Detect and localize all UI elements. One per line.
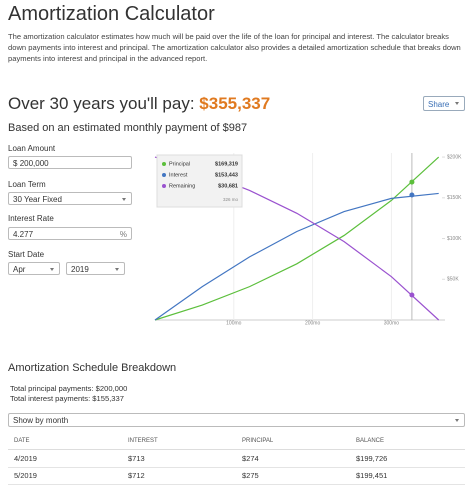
series-line — [154, 156, 440, 321]
tooltip: Principal $169,319 Interest $153,443 Remaini… — [156, 154, 243, 208]
legend-dot — [162, 184, 166, 188]
tooltip-month: 326 mo — [223, 197, 239, 202]
column-header: BALANCE — [356, 438, 385, 444]
headline-text: Over 30 years you'll pay: — [8, 94, 195, 113]
value: 2019 — [71, 265, 89, 274]
table-cell: $275 — [242, 471, 259, 480]
schedule-title: Amortization Schedule Breakdown — [8, 362, 177, 374]
label: Loan Term — [8, 180, 46, 189]
x-tick-label: 300mo — [384, 320, 400, 326]
row-border — [8, 467, 465, 468]
row-border — [8, 484, 465, 485]
table-cell: 5/2019 — [14, 471, 37, 480]
label: Loan Amount — [8, 144, 56, 153]
x-tick-label: 100mo — [226, 320, 242, 326]
value: 30 Year Fixed — [13, 195, 62, 204]
tooltip-value: $169,319 — [215, 161, 238, 167]
column-header: DATE — [14, 438, 30, 444]
table-cell: $274 — [242, 454, 259, 463]
value: 200,000 — [19, 159, 49, 168]
total: $355,337 — [199, 94, 271, 113]
total-principal: Total principal payments: $200,000 — [10, 384, 128, 393]
y-tick-label: $150K — [447, 195, 462, 201]
y-tick-label: $200K — [447, 154, 462, 160]
label: Start Date — [8, 250, 45, 259]
description: The amortization calculator estimates ho… — [8, 32, 461, 63]
value: 4.277 — [13, 230, 34, 239]
legend-label: Principal — [169, 161, 190, 167]
marker-point — [409, 192, 415, 198]
legend-label: Interest — [169, 172, 188, 178]
select[interactable]: 2019 — [66, 262, 125, 275]
label: Interest Rate — [8, 214, 54, 223]
table-cell: 4/2019 — [14, 454, 37, 463]
suffix: % — [119, 230, 127, 239]
total-interest: Total interest payments: $155,337 — [10, 394, 124, 403]
input[interactable]: $ 200,000 — [8, 156, 132, 169]
column-header: INTEREST — [128, 438, 158, 444]
share-text: Share — [428, 100, 450, 109]
input[interactable]: 4.277% — [8, 227, 132, 240]
x-tick-label: 200mo — [305, 320, 321, 326]
legend-label: Remaining — [169, 183, 195, 189]
share-button[interactable]: Share — [423, 96, 465, 111]
prefix: $ — [13, 159, 18, 168]
tooltip-box — [156, 154, 243, 208]
legend-dot — [162, 173, 166, 177]
value: Show by month — [13, 416, 69, 425]
select[interactable]: Apr — [8, 262, 60, 275]
table-cell: $713 — [128, 454, 145, 463]
table-cell: $712 — [128, 471, 145, 480]
series-line — [154, 192, 439, 321]
headline: Over 30 years you'll pay: $355,337 — [8, 94, 270, 114]
tooltip-value: $30,681 — [218, 183, 238, 189]
value: Apr — [13, 265, 26, 274]
title: Amortization Calculator — [8, 3, 215, 25]
table-cell: $199,726 — [356, 454, 388, 463]
monthly-payment: Based on an estimated monthly payment of… — [8, 122, 248, 134]
chart: 100mo 200mo 300mo $50K $100K $150K $200K Princi… — [154, 153, 462, 326]
y-tick-label: $50K — [447, 277, 459, 283]
tooltip-value: $153,443 — [215, 172, 238, 178]
row-border — [8, 449, 465, 450]
table-cell: $199,451 — [356, 471, 388, 480]
marker-point — [409, 292, 415, 298]
y-tick-label: $100K — [447, 236, 462, 242]
legend-dot — [162, 162, 166, 166]
schedule-table: DATE INTEREST PRINCIPAL BALANCE 4/2019 $713 $2… — [8, 434, 465, 494]
select[interactable]: 30 Year Fixed — [8, 192, 132, 205]
column-header: PRINCIPAL — [242, 438, 274, 444]
select[interactable]: Show by month — [8, 413, 465, 427]
marker-point — [409, 179, 415, 185]
